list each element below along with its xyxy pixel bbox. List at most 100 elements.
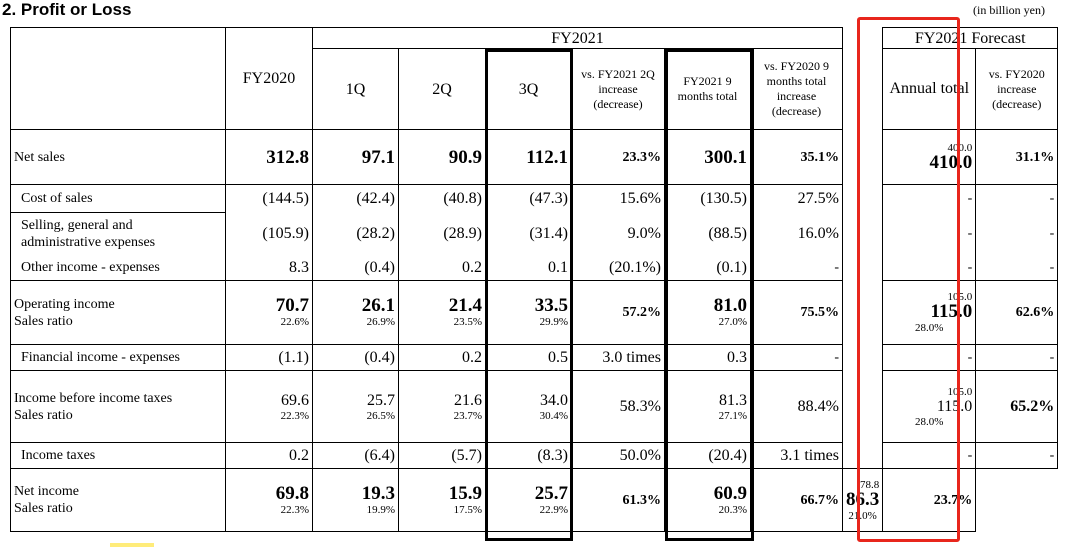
cell: (8.3) [485, 442, 572, 469]
cell: 50.0% [571, 442, 665, 469]
ratio: 23.5% [453, 316, 482, 328]
cell: 0.3 [664, 344, 751, 371]
cell: (0.4) [312, 344, 399, 371]
cell: 58.3% [571, 370, 665, 443]
label-text: Net income [14, 484, 79, 499]
cell: 26.1 26.9% [312, 280, 399, 345]
ratio: 17.5% [453, 503, 482, 516]
cell: (28.9) [398, 212, 486, 255]
cell: 21.6 23.7% [398, 370, 486, 443]
cell: 15.6% [571, 184, 665, 213]
ratio: 23.7% [453, 409, 482, 422]
value: 69.6 [281, 391, 309, 409]
cell: 0.5 [485, 344, 572, 371]
cell: (28.2) [312, 212, 399, 255]
cell: 66.7% [750, 468, 843, 532]
cell: 9.0% [571, 212, 665, 255]
ratio: 28.0% [915, 415, 944, 428]
column-gap [841, 27, 884, 469]
profit-loss-table: FY2020 FY2021 FY2021 Forecast 1Q 2Q 3Q v… [10, 27, 1059, 532]
table-row: Selling, general and administrative expe… [10, 212, 1059, 255]
cell: (31.4) [485, 212, 572, 255]
cell: 23.3% [571, 129, 665, 185]
ratio: 26.5% [366, 409, 395, 422]
value: 25.7 [534, 482, 568, 504]
cell: - [750, 344, 843, 371]
highlight-marker [110, 543, 154, 547]
header-fy2020: FY2020 [225, 27, 313, 130]
table-row: Other income - expenses 8.3 (0.4) 0.2 0.… [10, 254, 1059, 281]
row-label-net-income: Net income Sales ratio [10, 468, 226, 532]
value: 81.3 [719, 391, 747, 409]
cell: 61.3% [571, 468, 665, 532]
value: 26.1 [361, 295, 395, 316]
header-q1: 1Q [312, 48, 399, 130]
cell: 88.4% [750, 370, 843, 443]
header-vs-fy2020: vs. FY2020 increase (decrease) [975, 48, 1059, 130]
row-label-other: Other income - expenses [10, 254, 226, 281]
cell: 81.0 27.0% [664, 280, 751, 345]
cell: 0.2 [398, 344, 486, 371]
ratio: 22.9% [539, 503, 568, 516]
cell: 27.5% [750, 184, 843, 213]
cell: (42.4) [312, 184, 399, 213]
header-vs-nine-months: vs. FY2020 9 months total increase (decr… [750, 48, 843, 130]
cell: 0.2 [398, 254, 486, 281]
cell: (105.9) [225, 212, 313, 255]
value: 69.8 [275, 482, 309, 504]
row-label-income-taxes: Income taxes [10, 442, 226, 469]
sga-label-line1: Selling, general and [21, 217, 133, 233]
header-label-corner [10, 27, 226, 130]
cell: - [975, 442, 1059, 469]
header-fy2021: FY2021 [312, 27, 843, 49]
cell: 75.5% [750, 280, 843, 345]
table-row: Income taxes 0.2 (6.4) (5.7) (8.3) 50.0%… [10, 442, 1059, 469]
table-row: Net income Sales ratio 69.8 22.3% 19.3 19.… [10, 468, 1058, 532]
ratio: 20.3% [718, 503, 747, 516]
cell: 16.0% [750, 212, 843, 255]
row-label-income-before-taxes: Income before income taxes Sales ratio [10, 370, 226, 443]
sga-label-line2: administrative expenses [21, 234, 156, 250]
value: 60.9 [713, 482, 747, 504]
row-label-operating-income: Operating income Sales ratio [10, 280, 226, 345]
cell: 57.2% [571, 280, 665, 345]
label-text: Income before income taxes [14, 390, 173, 406]
table-row: Net sales 312.8 97.1 90.9 112.1 23.3% 30… [10, 129, 1059, 185]
annual-value: 115.0 [930, 301, 973, 322]
cell: (130.5) [664, 184, 751, 213]
previous-forecast: 105.0 [947, 385, 973, 398]
cell: 69.8 22.3% [225, 468, 313, 532]
header-forecast: FY2021 Forecast [882, 27, 1059, 49]
cell: 105.0 115.0 28.0% [882, 370, 977, 443]
sales-ratio-label: Sales ratio [14, 407, 73, 423]
ratio: 22.3% [280, 503, 309, 516]
cell: 60.9 20.3% [664, 468, 751, 532]
header-nine-months: FY2021 9 months total [664, 48, 751, 130]
cell: (6.4) [312, 442, 399, 469]
cell: 0.2 [225, 442, 313, 469]
cell: 81.3 27.1% [664, 370, 751, 443]
cell: - [882, 254, 977, 281]
annual-value: 410.0 [929, 151, 973, 173]
cell: 312.8 [225, 129, 313, 185]
header-q2: 2Q [398, 48, 486, 130]
cell: 31.1% [975, 129, 1059, 185]
cell: - [882, 184, 977, 213]
cell: 8.3 [225, 254, 313, 281]
cell: (5.7) [398, 442, 486, 469]
cell: 21.4 23.5% [398, 280, 486, 345]
ratio: 26.9% [366, 316, 395, 328]
cell: 15.9 17.5% [398, 468, 486, 532]
cell: (1.1) [225, 344, 313, 371]
cell: 3.0 times [571, 344, 665, 371]
ratio: 27.1% [718, 409, 747, 422]
row-label-sga: Selling, general and administrative expe… [10, 212, 226, 255]
table-row: Cost of sales (144.5) (42.4) (40.8) (47.… [10, 184, 1059, 213]
cell: - [975, 184, 1059, 213]
table-row: Operating income Sales ratio 70.7 22.6% 2… [10, 280, 1059, 345]
header-vs-2q: vs. FY2021 2Q increase (decrease) [571, 48, 665, 130]
ratio: 30.4% [539, 409, 568, 422]
cell: 97.1 [312, 129, 399, 185]
ratio: 28.0% [915, 322, 944, 334]
value: 21.4 [448, 295, 482, 316]
